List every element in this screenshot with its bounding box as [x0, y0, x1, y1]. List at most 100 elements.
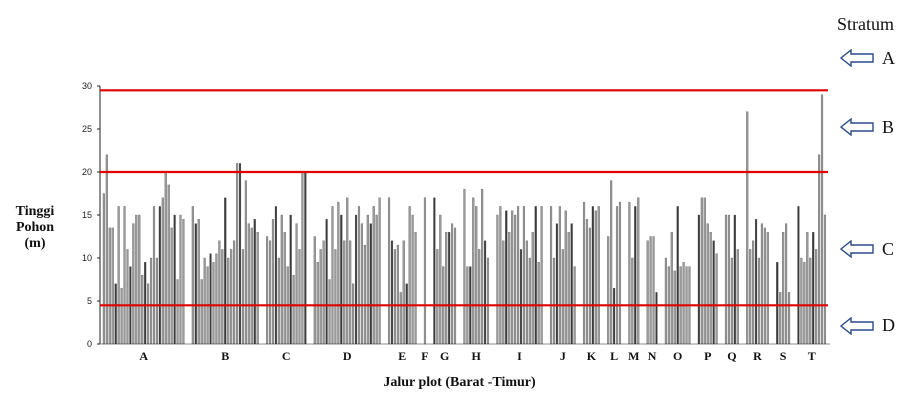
bar-A-14: [141, 275, 144, 345]
bar-D-1: [313, 236, 316, 345]
bar-I-15: [537, 262, 540, 345]
bar-A-22: [164, 171, 167, 345]
bar-A-15: [144, 262, 147, 345]
x-tick-label-B: B: [221, 349, 229, 363]
bar-T-1: [797, 206, 800, 345]
bar-A-28: [182, 219, 185, 345]
y-tick-label: 20: [82, 167, 92, 177]
bar-Q-5: [736, 249, 739, 345]
bar-Q-4: [733, 214, 736, 345]
bar-I-14: [534, 206, 537, 345]
bar-N-2: [649, 236, 652, 345]
bar-L-2: [610, 180, 613, 345]
bar-T-10: [823, 214, 827, 345]
bar-T-8: [818, 154, 821, 345]
bar-P-2: [700, 197, 703, 345]
bar-R-6: [760, 223, 763, 345]
bar-I-13: [531, 232, 534, 345]
x-tick-label-I: I: [517, 349, 522, 363]
bar-C-5: [277, 257, 280, 345]
bar-J-2: [552, 257, 556, 345]
bar-D-13: [349, 240, 352, 345]
bar-M-4: [637, 197, 640, 345]
bar-H-5: [475, 206, 478, 345]
bar-B-2: [194, 223, 197, 345]
x-tick-label-O: O: [673, 349, 682, 363]
x-tick-label-A: A: [139, 349, 148, 363]
bar-B-4: [200, 279, 203, 345]
bar-G-5: [445, 232, 448, 345]
bar-A-12: [135, 214, 138, 345]
bar-K-3: [588, 227, 591, 345]
bar-P-5: [709, 232, 712, 345]
bar-R-1: [746, 111, 749, 345]
bar-B-10: [218, 240, 221, 345]
x-tick-label-H: H: [472, 349, 482, 363]
bar-L-3: [613, 287, 616, 345]
bar-K-5: [594, 210, 597, 345]
bar-D-20: [369, 223, 372, 345]
left-arrow-icon: [840, 49, 874, 68]
bar-I-9: [519, 249, 523, 345]
stratum-label: D: [882, 315, 895, 336]
bar-E-8: [408, 206, 411, 345]
bar-P-4: [706, 223, 709, 345]
bar-A-7: [120, 287, 123, 345]
bar-A-23: [167, 184, 170, 345]
bar-M-3: [634, 206, 637, 345]
x-tick-label-G: G: [440, 349, 449, 363]
y-tick-label: 30: [82, 81, 92, 91]
x-tick-label-N: N: [648, 349, 657, 363]
bar-C-7: [283, 232, 286, 345]
bar-B-16: [235, 163, 239, 345]
bar-B-17: [238, 163, 242, 345]
bar-L-1: [607, 236, 610, 345]
bar-S-2: [779, 292, 782, 345]
bar-I-12: [528, 257, 531, 345]
bar-A-8: [123, 206, 126, 345]
y-tick-label: 0: [87, 339, 92, 349]
bar-B-1: [191, 206, 194, 345]
bar-Q-3: [730, 257, 733, 345]
bar-H-9: [486, 257, 490, 345]
bar-G-3: [439, 214, 442, 345]
bar-I-10: [522, 206, 526, 345]
bar-A-3: [108, 227, 111, 345]
bar-E-2: [390, 240, 394, 345]
x-tick-label-L: L: [610, 349, 618, 363]
bar-G-8: [453, 227, 457, 345]
bar-I-5: [508, 232, 511, 345]
bar-E-10: [414, 232, 417, 345]
bar-P-7: [715, 253, 718, 345]
stratum-label: A: [882, 47, 895, 68]
bar-R-3: [752, 240, 755, 345]
bar-J-4: [558, 206, 561, 345]
bar-I-16: [540, 206, 543, 345]
bar-E-4: [396, 244, 399, 345]
stratum-d: D: [840, 314, 919, 338]
bar-D-3: [319, 249, 322, 345]
y-tick-label: 15: [82, 210, 92, 220]
bar-D-4: [322, 240, 325, 345]
bar-O-5: [676, 206, 679, 345]
bar-P-6: [712, 240, 715, 345]
y-axis-label-line-3: (m): [24, 236, 46, 251]
x-tick-label-R: R: [753, 349, 762, 363]
x-tick-label-C: C: [282, 349, 291, 363]
bar-B-22: [253, 219, 256, 345]
bar-C-4: [274, 206, 277, 345]
bar-T-9: [820, 94, 824, 345]
bar-H-7: [481, 189, 484, 345]
x-tick-label-J: J: [560, 349, 566, 363]
x-tick-label-P: P: [704, 349, 711, 363]
stratum-b: B: [840, 115, 919, 139]
bar-C-6: [280, 214, 283, 345]
bar-J-3: [555, 223, 558, 345]
bar-O-7: [682, 262, 685, 345]
bar-C-11: [295, 223, 298, 345]
x-tick-label-E: E: [398, 349, 406, 363]
bar-C-12: [298, 249, 301, 345]
bar-G-7: [451, 223, 454, 345]
bar-M-1: [628, 201, 631, 345]
x-tick-label-K: K: [587, 349, 597, 363]
